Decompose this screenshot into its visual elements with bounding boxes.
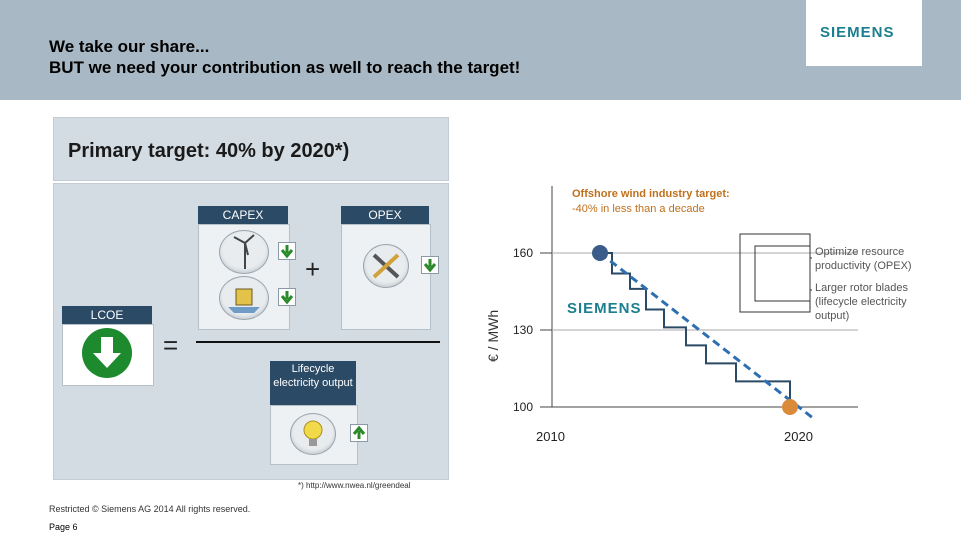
plus-sign: + (305, 254, 321, 284)
annotation-rotor: Larger rotor blades (lifecycle electricit… (815, 282, 908, 322)
copyright: Restricted © Siemens AG 2014 All rights … (49, 504, 251, 514)
arrow-down-icon (278, 288, 296, 306)
annotation-box-rotor (754, 245, 811, 302)
lcoe-label: LCOE (62, 306, 152, 324)
big-arrow-down-icon (82, 328, 132, 378)
lifecycle-label: Lifecycle electricity output (270, 361, 356, 405)
slide-title: We take our share... BUT we need your co… (49, 37, 521, 77)
x-tick-label: 2020 (784, 429, 813, 444)
arrow-down-icon (278, 242, 296, 260)
x-tick-label: 2010 (536, 429, 565, 444)
industry-target-sub: -40% in less than a decade (572, 203, 705, 215)
siemens-logo: SIEMENS (820, 24, 895, 41)
arrow-down-icon (421, 256, 439, 274)
arrow-up-icon (350, 424, 368, 442)
chart-siemens-logo: SIEMENS (567, 300, 642, 317)
y-tick-label: 160 (513, 246, 533, 260)
capex-label: CAPEX (198, 206, 288, 224)
opex-label: OPEX (341, 206, 429, 224)
target-box (53, 117, 449, 181)
end-point-marker (782, 399, 798, 415)
header-bar (0, 0, 961, 100)
target-text: Primary target: 40% by 2020*) (68, 140, 350, 162)
y-tick-label: 130 (513, 323, 533, 337)
annotation-opex: Optimize resource productivity (OPEX) (815, 246, 912, 272)
tools-icon (363, 244, 409, 288)
industry-target-title: Offshore wind industry target: (572, 188, 730, 200)
target-trend-line (599, 251, 813, 419)
cost-step-line (600, 252, 791, 407)
foundation-icon (219, 276, 269, 320)
wind-turbine-icon (219, 230, 269, 274)
fraction-line (196, 341, 440, 343)
start-point-marker (592, 245, 608, 261)
equals-sign: = (163, 330, 179, 360)
light-bulb-icon (290, 413, 336, 455)
page-number: Page 6 (49, 522, 78, 532)
logo-box (806, 0, 922, 66)
y-axis-label: € / MWh (485, 310, 501, 362)
y-tick-label: 100 (513, 400, 533, 414)
footnote: *) http://www.nwea.nl/greendeal (298, 481, 411, 490)
